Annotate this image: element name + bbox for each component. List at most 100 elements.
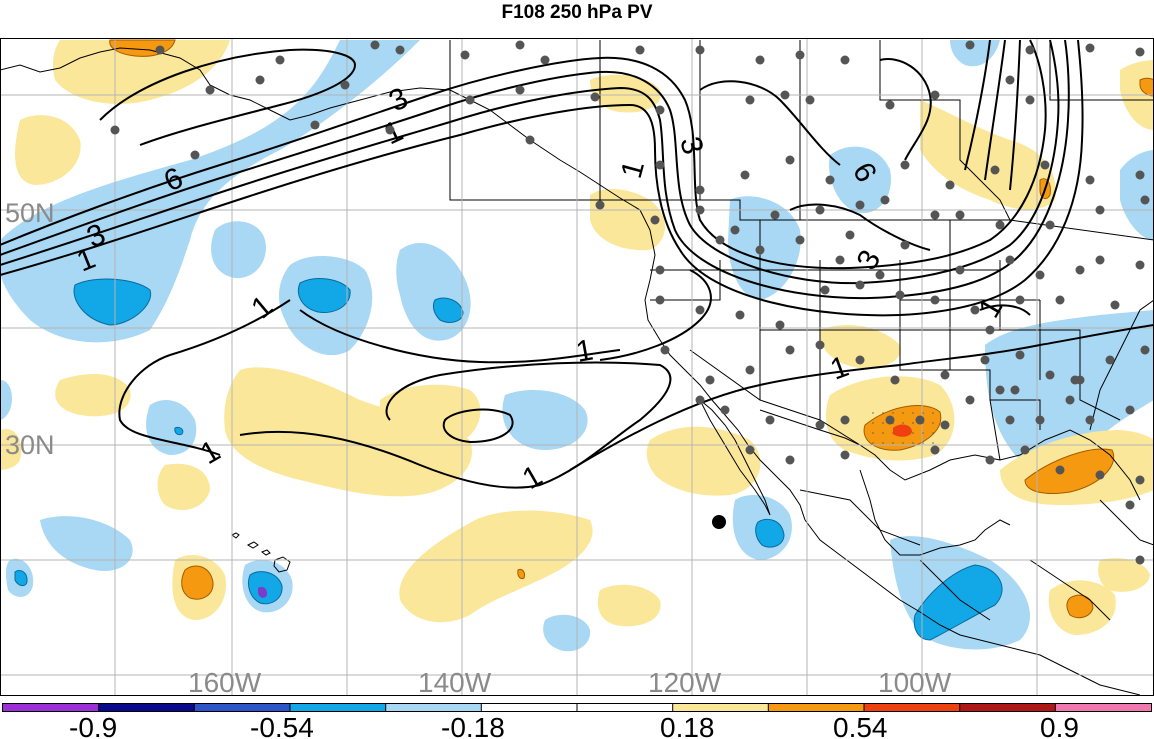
- highlighted-station: [712, 515, 726, 529]
- station-dot: [515, 40, 525, 50]
- station-dot: [985, 455, 995, 465]
- station-dot: [1040, 160, 1050, 170]
- colorbar-tick-label: 0.9: [1040, 712, 1079, 739]
- station-dot: [595, 200, 605, 210]
- lon-label-100w: 100W: [878, 667, 952, 698]
- positive-pv-max: [893, 424, 912, 437]
- station-dot: [840, 450, 850, 460]
- station-dot: [940, 370, 950, 380]
- map-title: F108 250 hPa PV: [501, 2, 653, 23]
- station-dot: [985, 325, 995, 335]
- station-dot: [940, 420, 950, 430]
- lon-label-140w: 140W: [418, 667, 492, 698]
- station-dot: [745, 445, 755, 455]
- station-dot: [1015, 295, 1025, 305]
- station-dot: [720, 405, 730, 415]
- station-dot: [895, 290, 905, 300]
- station-dot: [780, 90, 790, 100]
- station-dot: [190, 150, 200, 160]
- station-dot: [955, 210, 965, 220]
- station-dot: [1055, 295, 1065, 305]
- colorbar-segment: [577, 704, 674, 711]
- station-dot: [745, 365, 755, 375]
- station-dot: [840, 415, 850, 425]
- political-borders: [449, 40, 1154, 621]
- lat-label-30n: 30N: [5, 430, 55, 460]
- station-dot: [1015, 350, 1025, 360]
- station-dot: [385, 125, 395, 135]
- station-dot: [820, 285, 830, 295]
- station-dot: [1105, 355, 1115, 365]
- colorbar: [3, 704, 1152, 711]
- colorbar-frame: [2, 703, 1152, 712]
- negative-pv-shading-strong: [14, 278, 1003, 641]
- station-dot: [275, 55, 285, 65]
- station-dot: [1020, 445, 1030, 455]
- station-dot: [205, 85, 215, 95]
- station-dot: [930, 445, 940, 455]
- station-dot: [1045, 370, 1055, 380]
- station-dot: [1005, 415, 1015, 425]
- station-dot: [815, 420, 825, 430]
- station-dot: [755, 245, 765, 255]
- station-dot: [930, 295, 940, 305]
- station-dot: [915, 415, 925, 425]
- station-dot: [1010, 385, 1020, 395]
- station-dot: [1025, 95, 1035, 105]
- colorbar-segment: [481, 704, 578, 711]
- station-dot: [155, 45, 165, 55]
- station-dot: [395, 45, 405, 55]
- station-dot: [1135, 260, 1145, 270]
- station-dot: [515, 85, 525, 95]
- station-dot: [785, 455, 795, 465]
- station-dot: [1085, 175, 1095, 185]
- station-dot: [1025, 45, 1035, 55]
- colorbar-segment: [959, 704, 1056, 711]
- station-dot: [110, 125, 120, 135]
- graticule: [0, 38, 1154, 696]
- station-dot: [340, 80, 350, 90]
- station-dot: [840, 55, 850, 65]
- station-dot: [635, 45, 645, 55]
- negative-pv-max: [258, 586, 268, 598]
- station-dot: [745, 95, 755, 105]
- station-dot: [1035, 415, 1045, 425]
- colorbar-tick-label: 0.18: [660, 712, 715, 739]
- station-dot: [1140, 195, 1150, 205]
- station-dot: [695, 395, 705, 405]
- station-dot: [885, 100, 895, 110]
- station-dot: [955, 265, 965, 275]
- contour-label: 1: [573, 333, 595, 368]
- colorbar-segment: [3, 704, 100, 711]
- station-dot: [890, 375, 900, 385]
- station-dot: [655, 295, 665, 305]
- station-dot: [805, 95, 815, 105]
- station-dot: [1085, 43, 1095, 53]
- colorbar-segment: [768, 704, 865, 711]
- station-dot: [735, 310, 745, 320]
- lon-label-120w: 120W: [648, 667, 722, 698]
- colorbar-tick-label: 0.54: [833, 712, 888, 739]
- station-dot: [825, 175, 835, 185]
- station-dot: [695, 305, 705, 315]
- colorbar-tick-label: -0.9: [69, 712, 117, 739]
- station-dot: [730, 225, 740, 235]
- station-dot: [1135, 475, 1145, 485]
- station-dot: [1045, 220, 1055, 230]
- colorbar-segment: [194, 704, 291, 711]
- station-dot: [815, 205, 825, 215]
- station-dot: [715, 235, 725, 245]
- station-dot: [900, 160, 910, 170]
- colorbar-segment: [290, 704, 387, 711]
- station-dot: [370, 40, 380, 50]
- station-dot: [655, 160, 665, 170]
- station-dot: [655, 265, 665, 275]
- station-dot: [590, 92, 600, 102]
- station-dot: [980, 355, 990, 365]
- station-dot: [310, 120, 320, 130]
- hawaii-islands: [231, 532, 291, 573]
- station-dot: [855, 200, 865, 210]
- station-dot: [1110, 300, 1120, 310]
- station-dot: [785, 345, 795, 355]
